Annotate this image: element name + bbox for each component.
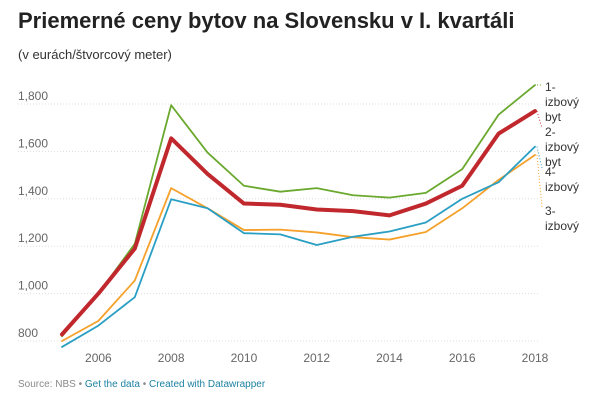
- y-tick-label: 1,600: [18, 136, 48, 150]
- chart-footer: Source: NBS • Get the data • Created wit…: [18, 379, 265, 390]
- y-tick-label: 800: [18, 326, 38, 340]
- y-tick-label: 1,200: [18, 231, 48, 245]
- x-tick-label: 2014: [376, 351, 403, 365]
- series-label: izbový: [545, 219, 579, 233]
- series-line-3: [61, 154, 536, 342]
- series-label: 2-: [545, 125, 556, 139]
- series-line-4: [61, 145, 536, 348]
- series-label: izbový: [545, 140, 579, 154]
- x-tick-label: 2010: [231, 351, 258, 365]
- series-label: 1-: [545, 80, 556, 94]
- series-label: byt: [545, 155, 562, 169]
- series-line-1: [61, 84, 536, 338]
- label-connector: [536, 110, 543, 129]
- label-connector: [536, 146, 543, 169]
- x-tick-label: 2006: [85, 351, 112, 365]
- x-tick-label: 2016: [449, 351, 476, 365]
- series-label: 3-: [545, 204, 556, 218]
- series-label: izbový: [545, 95, 579, 109]
- chart-subtitle: (v eurách/štvorcový meter): [18, 47, 172, 62]
- chart-title: Priemerné ceny bytov na Slovensku v I. k…: [18, 8, 515, 33]
- x-tick-label: 2008: [158, 351, 185, 365]
- y-tick-label: 1,400: [18, 184, 48, 198]
- datawrapper-link[interactable]: Created with Datawrapper: [148, 379, 266, 390]
- y-tick-label: 1,000: [18, 279, 48, 293]
- series-label: byt: [545, 110, 562, 124]
- footer-separator: •: [75, 379, 85, 390]
- footer-separator: •: [139, 379, 149, 390]
- get-the-data-link[interactable]: Get the data: [84, 379, 140, 390]
- source-note: Source: NBS: [18, 379, 76, 390]
- series-label: izbový: [545, 180, 579, 194]
- series-label: 4-: [545, 165, 556, 179]
- x-tick-label: 2018: [522, 351, 549, 365]
- y-tick-label: 1,800: [18, 89, 48, 103]
- x-tick-label: 2012: [303, 351, 330, 365]
- series-line-2: [60, 109, 537, 337]
